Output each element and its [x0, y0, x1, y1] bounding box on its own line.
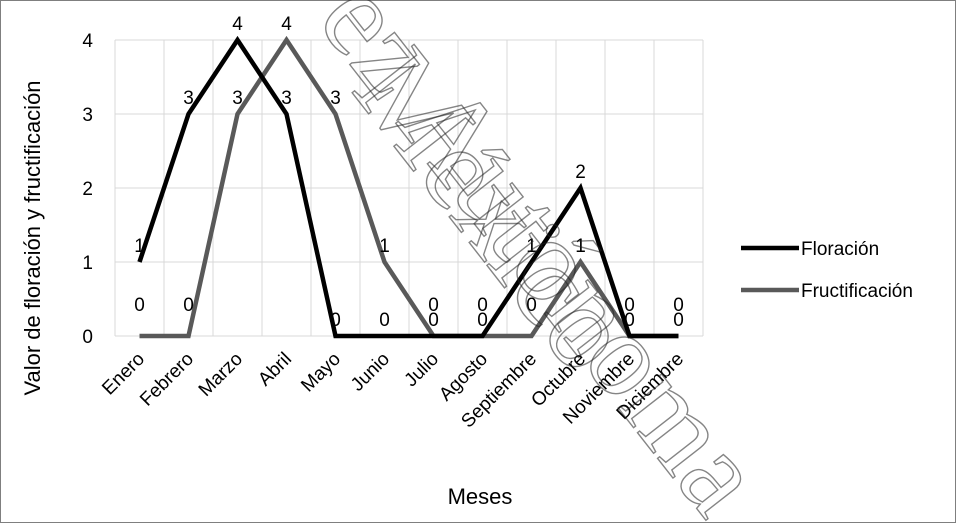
- x-axis-title: Meses: [448, 484, 513, 509]
- data-label: 1: [379, 236, 390, 257]
- y-axis-ticks: 0 1 2 3 4: [82, 31, 93, 348]
- data-label: 2: [575, 162, 586, 183]
- x-tick-label: Febrero: [136, 349, 198, 411]
- data-label: 0: [673, 295, 684, 316]
- y-tick-label: 3: [82, 105, 93, 126]
- x-tick-label: Junio: [347, 349, 394, 396]
- x-tick-label: Abril: [254, 349, 296, 391]
- legend-label: Fructificación: [801, 281, 913, 302]
- legend: Floración Fructificación: [741, 239, 913, 302]
- data-label: 1: [526, 236, 537, 257]
- data-label: 0: [624, 310, 635, 331]
- data-label: 0: [477, 295, 488, 316]
- y-tick-label: 1: [82, 253, 93, 274]
- data-label: 3: [281, 88, 292, 109]
- data-label: 4: [232, 14, 243, 35]
- data-label: 3: [183, 88, 194, 109]
- series-line: [139, 35, 679, 339]
- x-tick-label: Mayo: [297, 349, 345, 397]
- data-label: 3: [330, 88, 341, 109]
- data-label: 0: [526, 295, 537, 316]
- data-label: 0: [624, 295, 635, 316]
- data-label: 0: [673, 310, 684, 331]
- data-label: 0: [379, 310, 390, 331]
- data-label: 0: [330, 310, 341, 331]
- data-label: 0: [183, 295, 194, 316]
- y-tick-label: 2: [82, 179, 93, 200]
- y-tick-label: 4: [82, 31, 93, 52]
- data-label: 4: [281, 14, 292, 35]
- y-tick-label: 0: [82, 327, 93, 348]
- series-lines: [137, 35, 679, 339]
- data-label: 1: [575, 236, 586, 257]
- data-label: 3: [232, 88, 243, 109]
- legend-label: Floración: [801, 239, 879, 260]
- data-label: 0: [428, 295, 439, 316]
- x-tick-label: Julio: [401, 349, 443, 391]
- grid: [114, 39, 704, 337]
- series-line: [137, 35, 679, 339]
- data-label: 0: [477, 310, 488, 331]
- data-label: 1: [134, 236, 145, 257]
- y-axis-title: Valor de floración y fructificación: [20, 80, 45, 395]
- data-label: 0: [134, 295, 145, 316]
- data-label: 0: [428, 310, 439, 331]
- x-tick-label: Marzo: [195, 349, 247, 401]
